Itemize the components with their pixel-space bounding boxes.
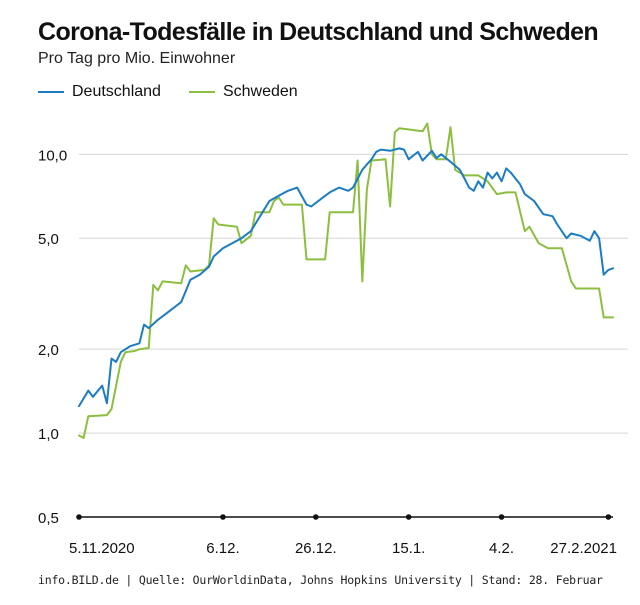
legend-swatch-schweden	[188, 91, 215, 93]
x-tick-label: 15.1.	[392, 540, 425, 557]
x-tick-label: 4.2.	[489, 540, 514, 557]
legend-swatch-deutschland	[38, 91, 64, 93]
x-tick-label: 6.12.	[206, 540, 239, 557]
series-line-deutschland	[78, 147, 614, 408]
x-tick-label: 27.2.2021	[550, 540, 617, 557]
y-tick-label: 10,0	[38, 147, 67, 164]
legend: Deutschland Schweden	[38, 83, 326, 101]
x-tick-dot	[313, 514, 319, 520]
legend-label-deutschland: Deutschland	[72, 83, 161, 100]
x-tick-label: 5.11.2020	[69, 540, 135, 557]
x-tick-dot	[605, 514, 612, 520]
y-tick-label: 1,0	[38, 426, 59, 443]
source-note: info.BILD.de | Quelle: OurWorldinData, J…	[38, 573, 603, 587]
series-line-schweden	[78, 122, 614, 439]
x-tick-dot	[220, 514, 226, 520]
legend-item-schweden: Schweden	[188, 83, 298, 101]
x-tick-label: 26.12.	[295, 540, 337, 557]
legend-label-schweden: Schweden	[222, 83, 298, 100]
legend-item-deutschland: Deutschland	[38, 83, 161, 101]
x-tick-dot	[76, 514, 82, 520]
chart-subtitle: Pro Tag pro Mio. Einwohner	[38, 50, 236, 67]
x-tick-dot	[498, 514, 505, 520]
y-tick-label: 2,0	[38, 342, 59, 359]
chart-title: Corona-Todesfälle in Deutschland und Sch…	[38, 18, 599, 46]
x-tick-dot	[405, 514, 412, 520]
y-tick-label: 5,0	[38, 231, 59, 248]
y-tick-label: 0,5	[38, 510, 59, 527]
